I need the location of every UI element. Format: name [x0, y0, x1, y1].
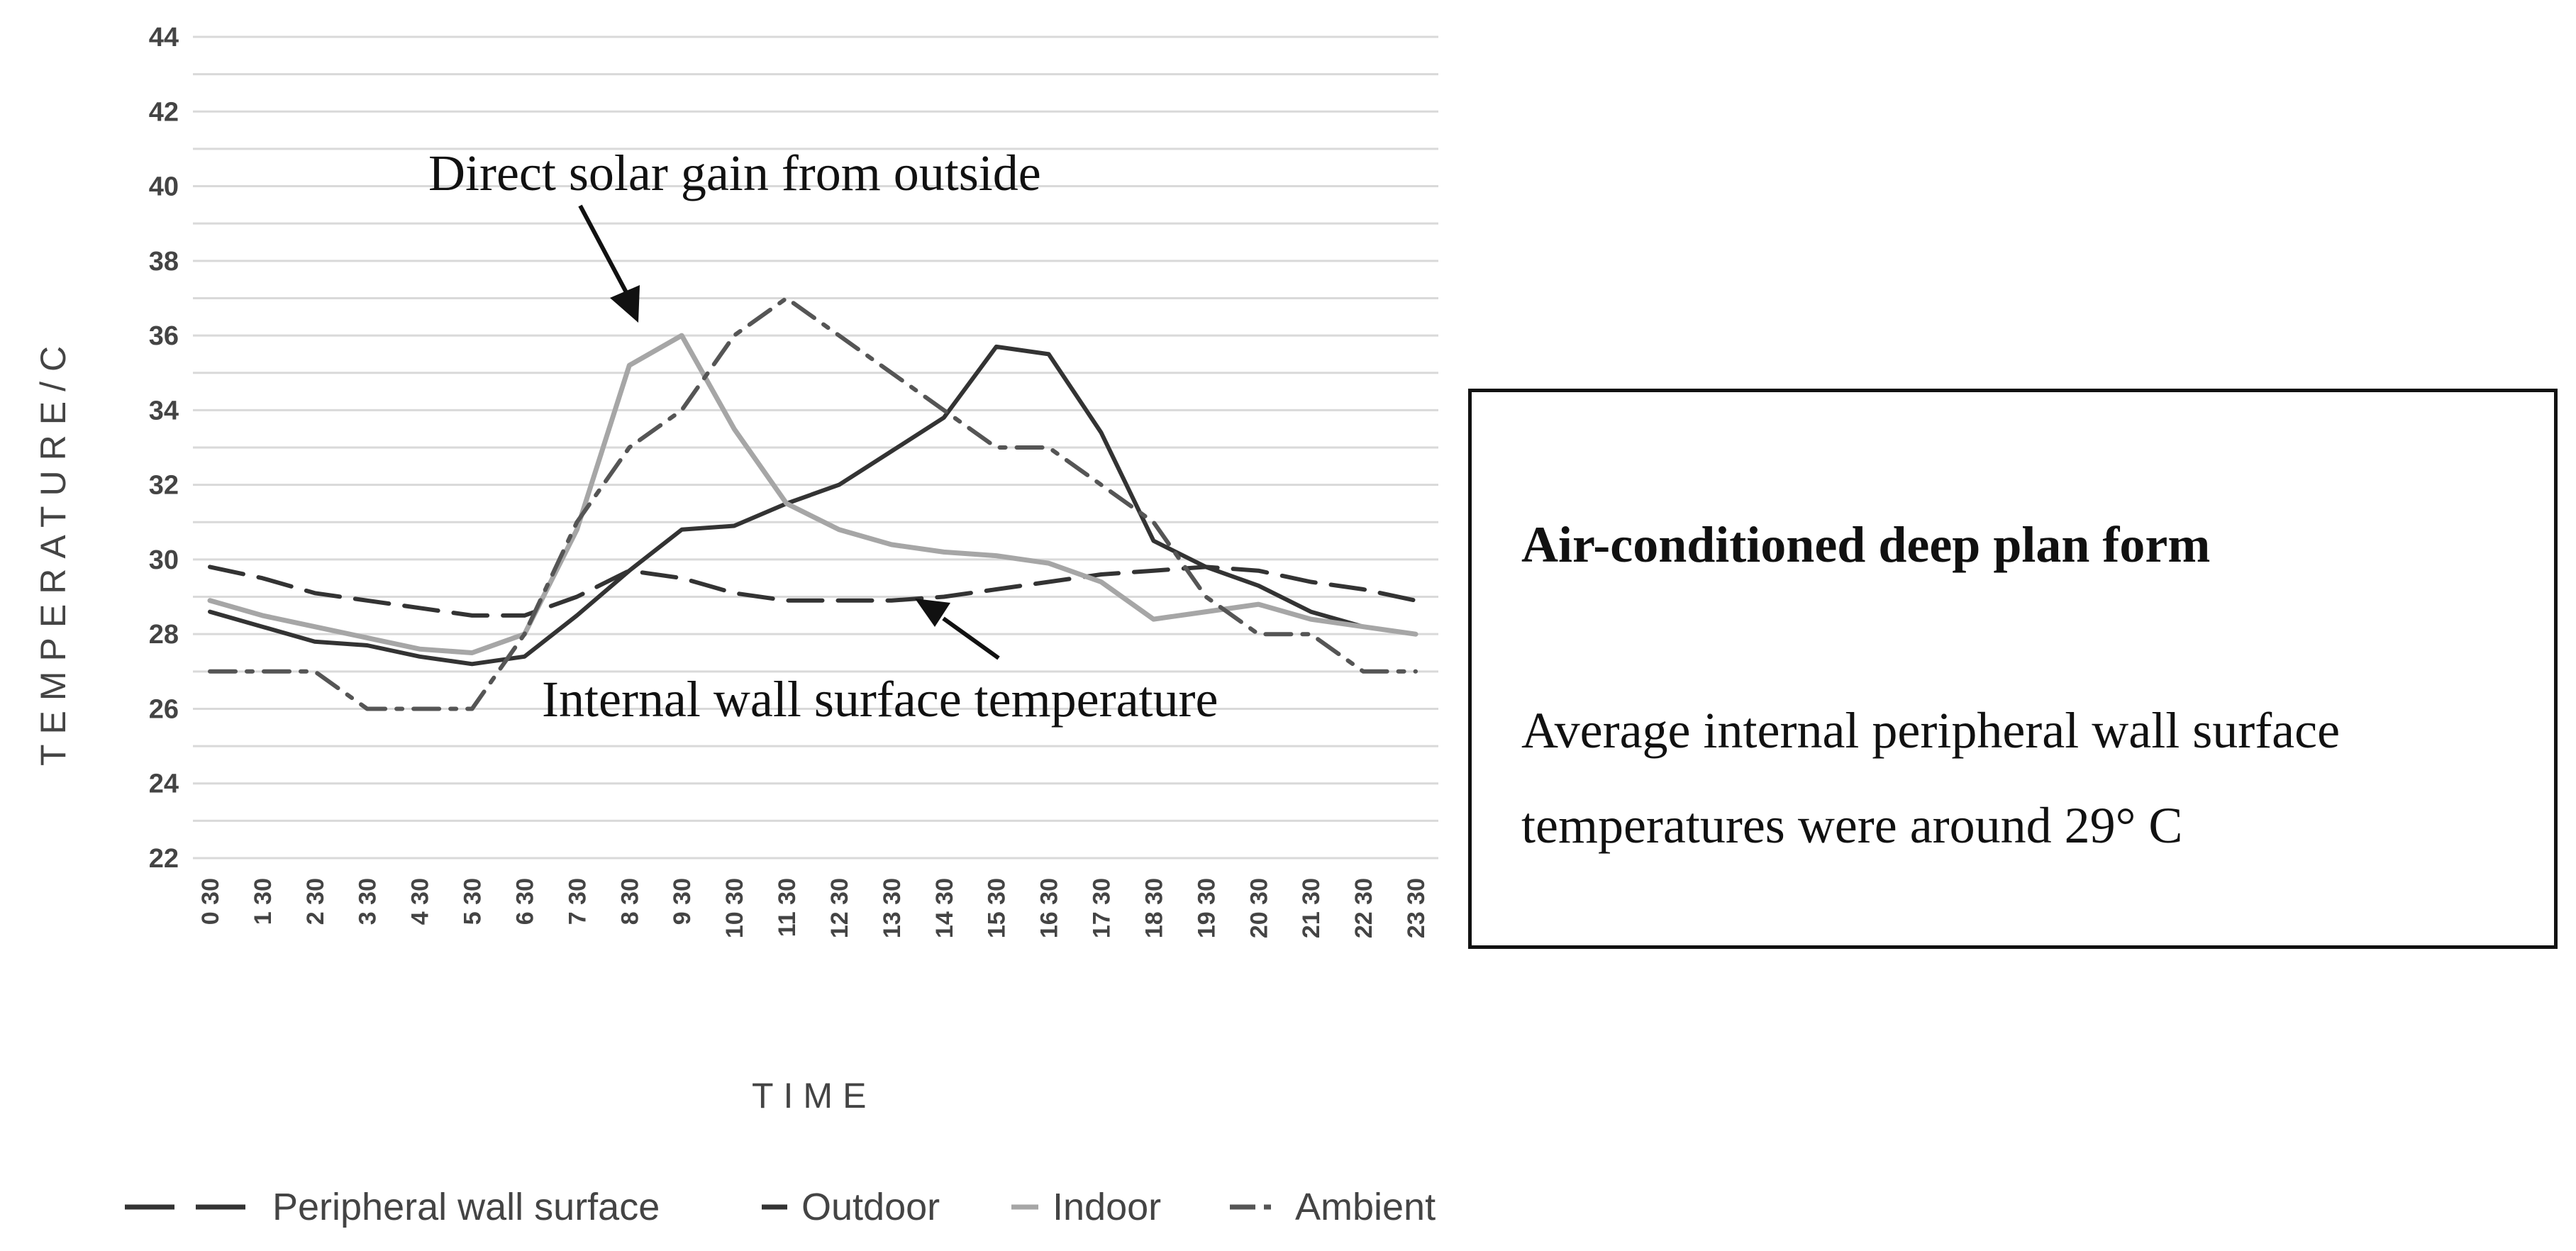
- series-line-peripheral-wall-surface: [208, 344, 1418, 667]
- legend-item-ambient: Ambient: [1230, 1186, 1436, 1228]
- y-tick-label: 42: [149, 97, 179, 127]
- y-tick-label: 34: [149, 396, 179, 426]
- x-tick-label: 6 30: [511, 878, 538, 925]
- x-tick-label: 9 30: [669, 878, 696, 925]
- x-tick-label: 15 30: [984, 878, 1011, 938]
- x-tick-label: 22 30: [1350, 878, 1377, 938]
- y-axis-ticks: 22 24 26 28 30 32 34 36 38 40 42 44: [149, 23, 179, 874]
- svg-text:Peripheral wall surface: Peripheral wall surface: [272, 1186, 660, 1228]
- y-tick-label: 36: [149, 321, 179, 351]
- y-tick-label: 26: [149, 694, 179, 724]
- x-tick-label: 12 30: [826, 878, 853, 938]
- annotation-solar-gain-arrow: [578, 204, 640, 323]
- x-tick-label: 18 30: [1140, 878, 1167, 938]
- y-tick-label: 32: [149, 471, 179, 501]
- x-tick-label: 3 30: [355, 878, 382, 925]
- x-tick-label: 5 30: [460, 878, 487, 925]
- x-tick-label: 11 30: [774, 878, 801, 937]
- gridlines: [193, 35, 1438, 860]
- legend-item-outdoor: Outdoor: [762, 1186, 940, 1228]
- annotation-solar-gain: Direct solar gain from outside: [428, 145, 1041, 201]
- x-tick-label: 23 30: [1403, 878, 1430, 938]
- series-line-ambient: [208, 296, 1418, 711]
- x-tick-label: 17 30: [1089, 878, 1116, 938]
- x-tick-label: 13 30: [879, 878, 906, 938]
- series-lines: [207, 296, 1419, 711]
- x-tick-label: 8 30: [616, 878, 643, 925]
- x-tick-label: 4 30: [407, 878, 434, 925]
- annotation-internal-wall-arrow: [915, 599, 1000, 660]
- annotation-internal-wall: Internal wall surface temperature: [542, 671, 1218, 728]
- legend: Peripheral wall surface Outdoor Indoor A…: [125, 1186, 1436, 1228]
- svg-text:Indoor: Indoor: [1053, 1186, 1161, 1228]
- info-box-title: Air-conditioned deep plan form: [1521, 516, 2211, 573]
- legend-item-indoor: Indoor: [1011, 1186, 1161, 1228]
- y-tick-label: 22: [149, 844, 179, 874]
- svg-text:Outdoor: Outdoor: [801, 1186, 940, 1228]
- x-tick-label: 2 30: [302, 878, 329, 925]
- y-tick-label: 30: [149, 545, 179, 575]
- x-tick-label: 1 30: [250, 878, 277, 925]
- x-tick-label: 20 30: [1245, 878, 1272, 938]
- x-tick-label: 0 30: [197, 878, 224, 925]
- x-tick-label: 7 30: [564, 878, 591, 925]
- y-tick-label: 40: [149, 172, 179, 202]
- y-tick-label: 38: [149, 247, 179, 277]
- y-axis-title: TEMPERATURE/C: [33, 336, 73, 766]
- series-line-indoor: [207, 333, 1419, 655]
- svg-text:Ambient: Ambient: [1295, 1186, 1436, 1228]
- x-axis-ticks: 0 30 1 30 2 30 3 30 4 30 5 30 6 30 7 30 8 30 9 30…: [197, 878, 1430, 938]
- x-tick-label: 19 30: [1193, 878, 1220, 938]
- legend-item-peripheral-wall-surface: Peripheral wall surface: [125, 1186, 660, 1228]
- series-line-outdoor: [208, 565, 1418, 618]
- y-tick-label: 28: [149, 620, 179, 650]
- y-tick-label: 44: [149, 23, 179, 52]
- x-tick-label: 14 30: [931, 878, 958, 938]
- x-tick-label: 21 30: [1298, 878, 1325, 938]
- info-box: Air-conditioned deep plan form Average i…: [1468, 389, 2558, 949]
- x-tick-label: 16 30: [1036, 878, 1063, 938]
- info-box-body: Average internal peripheral wall surface…: [1521, 702, 2341, 854]
- y-tick-label: 24: [149, 769, 179, 799]
- x-tick-label: 10 30: [721, 878, 748, 938]
- x-axis-title: TIME: [752, 1076, 876, 1116]
